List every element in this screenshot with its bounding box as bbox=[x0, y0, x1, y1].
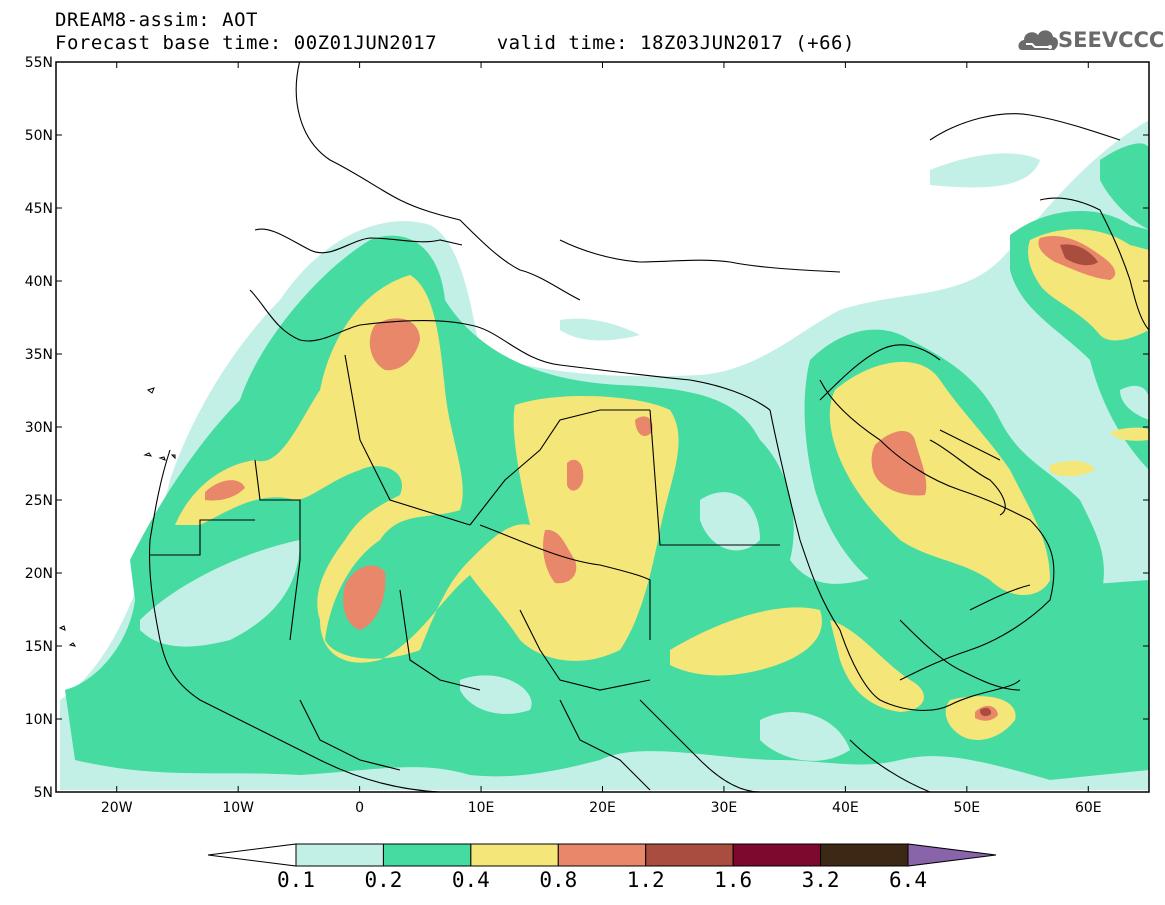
colorbar-level-label: 0.2 bbox=[364, 868, 403, 892]
colorbar-swatch bbox=[557, 843, 647, 867]
aot-contour-fields bbox=[56, 62, 1149, 792]
lon-tick-label: 30E bbox=[711, 800, 738, 816]
colorbar-level-label: 0.4 bbox=[451, 868, 490, 892]
lat-tick-label: 10N bbox=[25, 712, 53, 728]
lat-tick-label: 35N bbox=[25, 347, 53, 363]
aot-colorbar bbox=[207, 843, 997, 867]
colorbar-swatch bbox=[382, 843, 472, 867]
lon-tick-label: 40E bbox=[832, 800, 859, 816]
lon-tick-label: 20E bbox=[589, 800, 616, 816]
lat-tick-label: 25N bbox=[25, 493, 53, 509]
colorbar-level-label: 0.1 bbox=[277, 868, 315, 892]
colorbar-level-label: 3.2 bbox=[801, 868, 840, 892]
colorbar-swatch bbox=[732, 843, 822, 867]
cloud-icon bbox=[1018, 30, 1059, 50]
lat-tick-label: 15N bbox=[25, 639, 53, 655]
colorbar-swatch bbox=[645, 843, 734, 867]
lat-tick-label: 5N bbox=[34, 785, 53, 801]
lat-tick-label: 50N bbox=[25, 128, 53, 144]
latitude-axis: 5N 10N 15N 20N 25N 30N 35N 40N 45N 50N 55N bbox=[25, 55, 1149, 801]
lat-tick-label: 20N bbox=[25, 566, 53, 582]
colorbar-level-label: 0.8 bbox=[539, 868, 578, 892]
colorbar-swatch bbox=[820, 843, 909, 867]
colorbar-level-label: 1.6 bbox=[714, 868, 753, 892]
colorbar-upper-extension bbox=[907, 843, 997, 867]
colorbar-level-label: 6.4 bbox=[889, 868, 927, 892]
lon-tick-label: 0 bbox=[355, 800, 364, 816]
longitude-axis: 20W 10W 0 10E 20E 30E 40E 50E 60E bbox=[101, 62, 1102, 816]
lon-tick-label: 20W bbox=[101, 800, 133, 816]
lon-tick-label: 10E bbox=[468, 800, 495, 816]
map-title: DREAM8-assim: AOT bbox=[55, 9, 258, 31]
colorbar-lower-extension bbox=[207, 843, 297, 867]
logo-text: SEEVCCC bbox=[1058, 28, 1165, 52]
colorbar-level-label: 1.2 bbox=[626, 868, 665, 892]
lat-tick-label: 40N bbox=[25, 274, 53, 290]
lat-tick-label: 30N bbox=[25, 420, 53, 436]
colorbar-swatch bbox=[295, 843, 384, 867]
lon-tick-label: 60E bbox=[1075, 800, 1102, 816]
lat-tick-label: 55N bbox=[25, 55, 53, 71]
lon-tick-label: 10W bbox=[222, 800, 254, 816]
forecast-time-subtitle: Forecast base time: 00Z01JUN2017 valid t… bbox=[55, 32, 855, 54]
lon-tick-label: 50E bbox=[953, 800, 980, 816]
lat-tick-label: 45N bbox=[25, 201, 53, 217]
colorbar-swatch bbox=[470, 843, 559, 867]
